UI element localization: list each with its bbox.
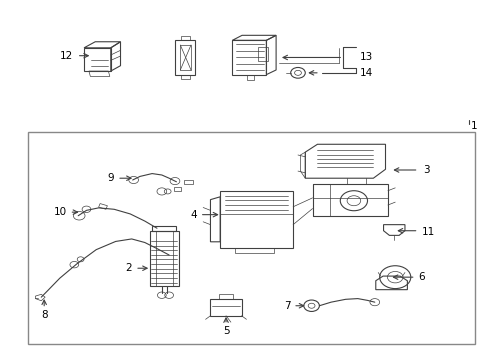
Text: 13: 13	[360, 53, 373, 63]
Bar	[257, 47, 268, 61]
Text: 1: 1	[469, 121, 476, 131]
Text: 7: 7	[284, 301, 290, 311]
Text: 12: 12	[60, 51, 73, 61]
Text: 5: 5	[222, 327, 229, 337]
Text: 9: 9	[107, 173, 114, 183]
Text: 8: 8	[41, 310, 47, 320]
Text: 11: 11	[421, 227, 434, 237]
Text: 6: 6	[418, 272, 425, 282]
Text: 2: 2	[125, 263, 131, 273]
Text: 14: 14	[360, 68, 373, 78]
Text: 10: 10	[53, 207, 66, 217]
Text: 3: 3	[423, 165, 429, 175]
Text: 4: 4	[190, 210, 197, 220]
